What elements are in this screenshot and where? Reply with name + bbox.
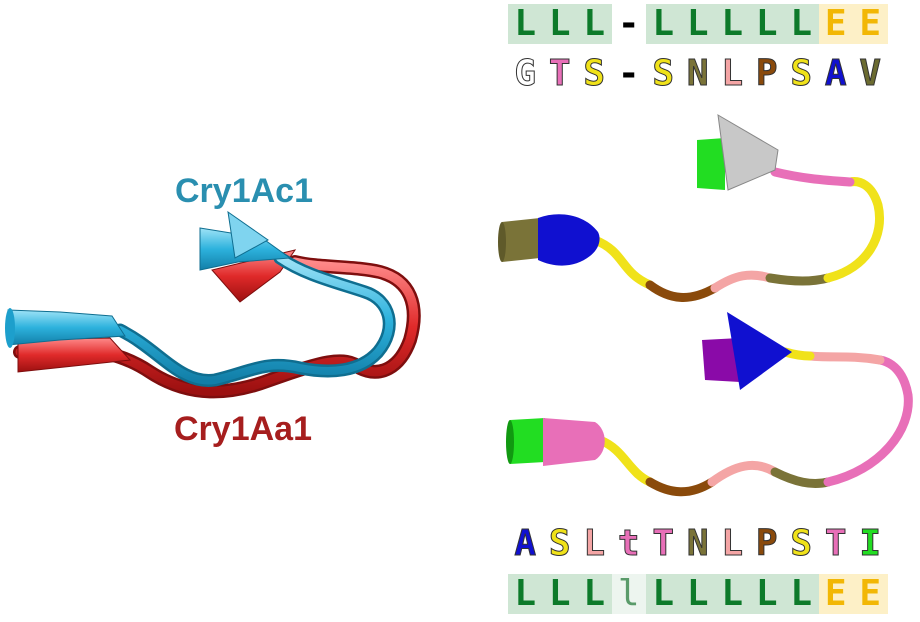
bottom-residue-cell: L [583,523,606,564]
top-residue-cell: S [652,53,675,94]
top-ss-cell: L [749,4,784,44]
cry1ac1-label-text: Cry1Ac1 [175,172,313,210]
bottom-ss-cell: L [508,574,543,614]
bottom-ss-cell: L [680,574,715,614]
top-residue-cell: N [686,53,709,94]
cry1ac1-label: Cry1Ac1 [175,172,313,211]
bottom-ss-cell: L [749,574,784,614]
cry1ac1-ribbon [5,210,396,387]
bottom-ss-cell: E [818,574,853,614]
top-ss-cell: L [784,4,819,44]
bottom-residue-cell: T [652,523,675,564]
top-ss-cell: E [853,4,888,44]
top-ss-cell: L [508,4,543,44]
top-residue-cell: - [617,53,640,94]
bottom-ss-cell: L [577,574,612,614]
top-ss-cell: L [646,4,681,44]
top-ss-cell: E [818,4,853,44]
top-residue-cell: G [514,53,537,94]
bottom-ss-cell: L [542,574,577,614]
bottom-ss-cell: l [611,574,646,614]
bottom-residue-cell: S [790,523,813,564]
cry1aa1-label-text: Cry1Aa1 [174,410,312,448]
top-residue-cell: S [583,53,606,94]
bottom-ss-cell: L [646,574,681,614]
bottom-residue-cell: P [755,523,778,564]
bottom-residue-cell: L [721,523,744,564]
top-residue-cell: S [790,53,813,94]
bottom-residue-cell: t [617,523,640,564]
top-ss-cell: L [680,4,715,44]
bottom-residue-cell: A [514,523,537,564]
top-residue-cell: L [721,53,744,94]
bottom-residue-cell: I [859,523,882,564]
bottom-ss-cell: L [715,574,750,614]
bottom-ss-cell: E [853,574,888,614]
top-residue-cell: V [859,53,882,94]
top-residue-cell: T [548,53,571,94]
top-residue-cell: A [824,53,847,94]
bottom-residue-cell: S [548,523,571,564]
bottom-ss-cell: L [784,574,819,614]
bottom-residue-cell: N [686,523,709,564]
top-ss-cell: L [542,4,577,44]
top-ss-cell: - [611,4,646,44]
top-ss-cell: L [577,4,612,44]
bottom-residue-cell: T [824,523,847,564]
cry1aa1-label: Cry1Aa1 [174,410,312,449]
top-ss-cell: L [715,4,750,44]
bottom-colored-ribbon [506,312,913,497]
top-colored-ribbon [498,114,884,302]
top-residue-cell: P [755,53,778,94]
